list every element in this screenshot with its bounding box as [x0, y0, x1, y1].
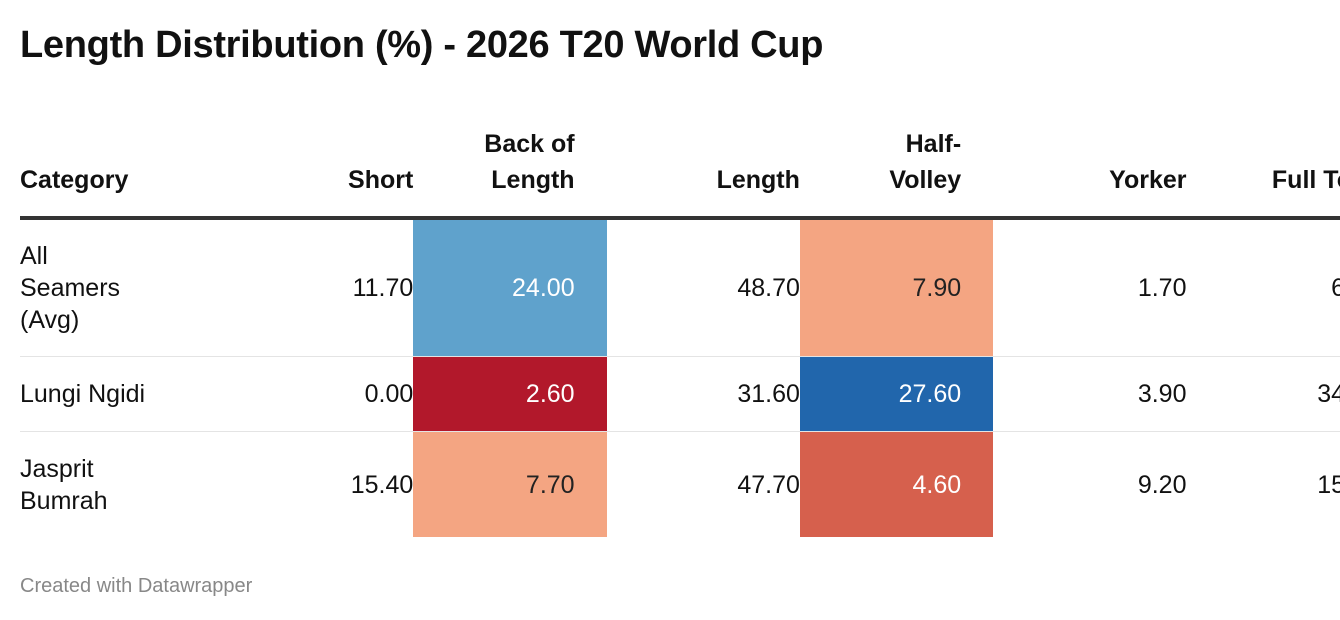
table-body: All Seamers (Avg) 11.70 24.00 48.70 7.90 1.70 6.…: [20, 218, 1340, 537]
header-label-line: Full Toss: [1271, 166, 1340, 194]
header-label-line: Yorker: [1109, 166, 1187, 194]
value-cell-back-of-length: 7.70: [413, 431, 607, 537]
category-label-line: Bumrah: [20, 486, 108, 515]
value-label: 34.20: [1317, 380, 1340, 408]
header-label-line: Back of: [484, 130, 575, 158]
value-label: 7.90: [912, 274, 962, 302]
header-label-line: Length: [491, 166, 575, 194]
value-label: 2.60: [525, 380, 575, 408]
header-label-line: Length: [716, 166, 800, 194]
value-cell-length: 31.60: [606, 356, 800, 432]
category-label-line: (Avg): [20, 306, 80, 334]
category-cell: Lungi Ngidi: [20, 356, 220, 432]
value-cell-length: 47.70: [607, 432, 800, 538]
value-label: 3.90: [1137, 380, 1187, 408]
value-label: 47.70: [737, 470, 800, 499]
value-label: 31.60: [737, 380, 800, 408]
value-label: 11.70: [352, 274, 414, 302]
header-label-line: Half-: [905, 130, 962, 158]
category-label-line: All: [20, 242, 48, 270]
length-distribution-table: Category Short Back of Length Length Half…: [20, 118, 1340, 537]
value-label: 4.60: [912, 470, 962, 499]
header-half-volley[interactable]: Half- Volley: [799, 118, 994, 220]
header-category[interactable]: Category: [20, 118, 220, 220]
value-cell-half-volley: 27.60: [799, 356, 994, 432]
value-cell-full-toss: 6.10: [1186, 218, 1340, 357]
header-short[interactable]: Short: [220, 118, 414, 220]
header-label-line: Short: [348, 166, 414, 194]
table-row: Jasprit Bumrah 15.40 7.70 47.70 4.60 9.20 15.40: [20, 431, 1340, 538]
category-label-line: Lungi Ngidi: [20, 380, 146, 408]
header-label-line: Category: [20, 166, 129, 194]
value-label: 15.40: [1317, 470, 1340, 499]
value-cell-yorker: 1.70: [993, 218, 1187, 357]
header-length[interactable]: Length: [606, 118, 800, 220]
value-cell-half-volley: 7.90: [799, 218, 994, 357]
value-label: 7.70: [525, 470, 575, 499]
value-cell-short: 0.00: [220, 356, 414, 432]
datawrapper-credit: Created with Datawrapper: [20, 575, 253, 597]
header-back-of-length[interactable]: Back of Length: [413, 118, 607, 220]
value-cell-half-volley: 4.60: [799, 431, 994, 537]
header-label-line: Volley: [889, 166, 962, 194]
value-label: 27.60: [898, 380, 962, 408]
table-row: Lungi Ngidi 0.00 2.60 31.60 27.60 3.90 34.20: [20, 356, 1340, 432]
value-label: 24.00: [512, 274, 575, 302]
header-full-toss[interactable]: Full Toss: [1186, 118, 1340, 220]
category-cell: All Seamers (Avg): [20, 218, 220, 357]
category-cell: Jasprit Bumrah: [20, 432, 220, 538]
value-label: 1.70: [1137, 274, 1187, 302]
value-label: 6.10: [1331, 274, 1340, 302]
value-cell-yorker: 9.20: [993, 432, 1187, 538]
value-cell-full-toss: 34.20: [1186, 356, 1340, 432]
category-label-line: Seamers: [20, 274, 121, 302]
value-label: 48.70: [737, 274, 800, 302]
value-cell-back-of-length: 2.60: [413, 356, 607, 432]
category-label-line: Jasprit: [20, 454, 94, 483]
value-cell-short: 11.70: [220, 218, 414, 357]
value-cell-back-of-length: 24.00: [413, 218, 607, 357]
value-label: 0.00: [364, 380, 414, 408]
chart-title: Length Distribution (%) - 2026 T20 World…: [20, 24, 824, 66]
value-label: 9.20: [1137, 470, 1187, 499]
header-yorker[interactable]: Yorker: [993, 118, 1187, 220]
value-cell-length: 48.70: [606, 218, 800, 357]
value-label: 15.40: [350, 470, 414, 499]
header-row: Category Short Back of Length Length Half…: [20, 118, 1340, 220]
table-row: All Seamers (Avg) 11.70 24.00 48.70 7.90 1.70 6.…: [20, 218, 1340, 357]
value-cell-full-toss: 15.40: [1186, 432, 1340, 538]
value-cell-yorker: 3.90: [993, 356, 1187, 432]
value-cell-short: 15.40: [220, 432, 414, 538]
